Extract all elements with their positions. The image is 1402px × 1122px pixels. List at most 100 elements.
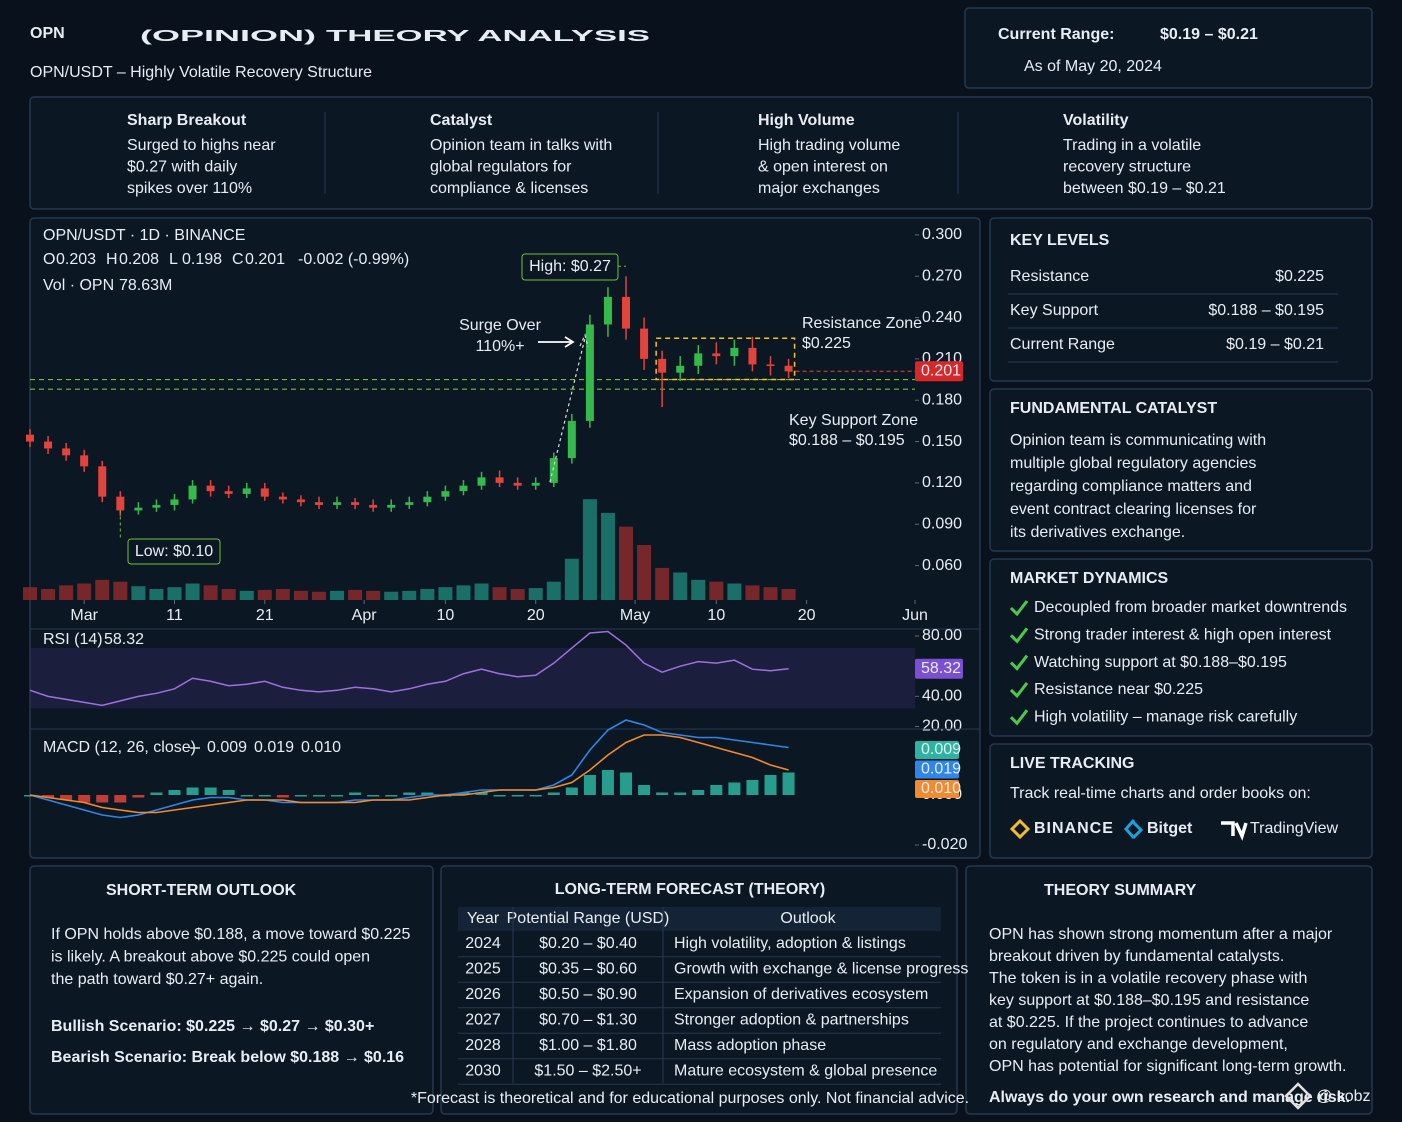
table-outlook: Mature ecosystem & global presence xyxy=(674,1063,937,1080)
volume-bar xyxy=(59,585,74,600)
x-tick-label: 20 xyxy=(527,607,545,624)
candle-body xyxy=(44,441,53,449)
candle-body xyxy=(694,353,703,366)
chart-panel xyxy=(29,217,981,859)
volume-bar xyxy=(131,586,146,600)
current-price-tag xyxy=(915,361,963,382)
y-tick-label: 0.300 xyxy=(922,226,962,243)
table-range: $0.70 – $1.30 xyxy=(539,1012,637,1029)
surge-label: Surge Over xyxy=(459,317,541,334)
dynamics-item: Strong trader interest & high open inter… xyxy=(1034,627,1332,644)
feature-text: compliance & licenses xyxy=(430,180,588,197)
candle-body xyxy=(730,347,739,357)
exchange-name: Bitget xyxy=(1147,820,1193,837)
candle-body xyxy=(296,499,305,503)
macd-legend-value: 0.009 xyxy=(207,739,247,756)
x-tick-label: 21 xyxy=(256,607,274,624)
feature-text: spikes over 110% xyxy=(127,180,252,197)
watermark-logo xyxy=(1284,1082,1312,1110)
feature-text: & open interest on xyxy=(758,159,888,176)
x-tick-label: 20 xyxy=(798,607,816,624)
candle-body xyxy=(513,482,522,486)
dynamics-item: Watching support at $0.188–$0.195 xyxy=(1034,654,1287,671)
outlook-text: If OPN holds above $0.188, a move toward… xyxy=(51,926,410,943)
binance-logo xyxy=(1009,818,1031,840)
macd-line xyxy=(29,734,789,814)
table-outlook: Growth with exchange & license progress xyxy=(674,961,968,978)
ohlc-value: 0.208 xyxy=(119,251,159,268)
section-title: THEORY SUMMARY xyxy=(1044,882,1197,899)
current-price-label: 0.201 xyxy=(921,363,961,380)
ohlc-value: 0.201 xyxy=(245,251,285,268)
support-label: $0.188 – $0.195 xyxy=(789,432,905,449)
surge-label: 110%+ xyxy=(475,338,524,355)
exchange-name: TradingView xyxy=(1250,820,1338,837)
volume-bar xyxy=(492,587,507,600)
macd-histogram-bar xyxy=(746,780,759,795)
rsi-band xyxy=(30,648,915,709)
macd-histogram-bar xyxy=(565,787,578,795)
current-range-date: As of May 20, 2024 xyxy=(1024,58,1162,75)
title-rest: THEORY ANALYSIS xyxy=(326,28,651,45)
y-tick-label: 0.090 xyxy=(922,515,962,532)
macd-histogram-bar xyxy=(331,795,344,797)
fundamental-text: regarding compliance matters and xyxy=(1010,478,1252,495)
volume-bar xyxy=(582,499,597,600)
candle-body xyxy=(658,358,667,373)
outlook-text: the path toward $0.27+ again. xyxy=(51,971,263,988)
y-tick-label: 0.270 xyxy=(922,267,962,284)
ohlc-value: 0.198 xyxy=(182,251,222,268)
short-term-panel xyxy=(29,865,434,1115)
volume-bar xyxy=(474,583,489,600)
candle-body xyxy=(369,504,378,508)
macd-histogram-bar xyxy=(457,792,470,795)
table-year: 2030 xyxy=(465,1063,501,1080)
section-title: FUNDAMENTAL CATALYST xyxy=(1010,400,1217,417)
title: OPN xyxy=(30,25,65,42)
y-tick-label: 40.00 xyxy=(922,688,962,705)
level-value: $0.225 xyxy=(1275,268,1324,285)
market-dynamics-panel xyxy=(989,558,1373,737)
summary-text: key support at $0.188–$0.195 and resista… xyxy=(989,992,1309,1009)
fundamental-text: event contract clearing licenses for xyxy=(1010,501,1257,518)
fundamental-text: multiple global regulatory agencies xyxy=(1010,455,1256,472)
resistance-label: $0.225 xyxy=(802,335,851,352)
macd-tag-label: 0.019 xyxy=(921,761,961,778)
feature-title: Catalyst xyxy=(430,112,493,129)
macd-histogram-bar xyxy=(674,792,687,795)
macd-histogram-bar xyxy=(276,795,289,798)
high-label-box xyxy=(521,253,619,281)
feature-text: Opinion team in talks with xyxy=(430,137,612,154)
outlook-text: is likely. A breakout above $0.225 could… xyxy=(51,949,370,966)
macd-histogram-bar xyxy=(204,787,217,795)
table-range: $0.35 – $0.60 xyxy=(539,961,637,978)
macd-histogram-bar xyxy=(258,795,271,797)
table-header: Outlook xyxy=(780,910,836,927)
x-tick-label: 10 xyxy=(707,607,725,624)
y-tick-label: 80.00 xyxy=(922,627,962,644)
x-tick-label: Mar xyxy=(70,607,98,624)
macd-line xyxy=(29,719,789,819)
macd-tag xyxy=(915,780,959,798)
macd-tag xyxy=(915,741,959,759)
summary-text: OPN has potential for significant long-t… xyxy=(989,1058,1347,1075)
level-value: $0.188 – $0.195 xyxy=(1208,302,1324,319)
table-range: $0.20 – $0.40 xyxy=(539,935,637,952)
feature-title: High Volume xyxy=(758,112,855,129)
candle-body xyxy=(622,296,631,329)
candle-body xyxy=(351,502,360,505)
fundamental-panel xyxy=(989,388,1373,552)
candle-body xyxy=(224,491,233,494)
rsi-title: RSI (14) xyxy=(43,631,103,648)
high-label: High: $0.27 xyxy=(529,258,611,275)
volume-bar xyxy=(528,588,543,600)
live-tracking-panel xyxy=(989,743,1373,859)
candle-body xyxy=(333,502,342,505)
volume-bar xyxy=(203,585,218,600)
candle-body xyxy=(640,328,649,359)
section-title: LONG-TERM FORECAST (THEORY) xyxy=(555,881,826,898)
macd-histogram-bar xyxy=(638,785,651,795)
volume-bar xyxy=(330,590,345,600)
candle-body xyxy=(98,466,107,497)
bitget-logo xyxy=(1123,819,1144,840)
